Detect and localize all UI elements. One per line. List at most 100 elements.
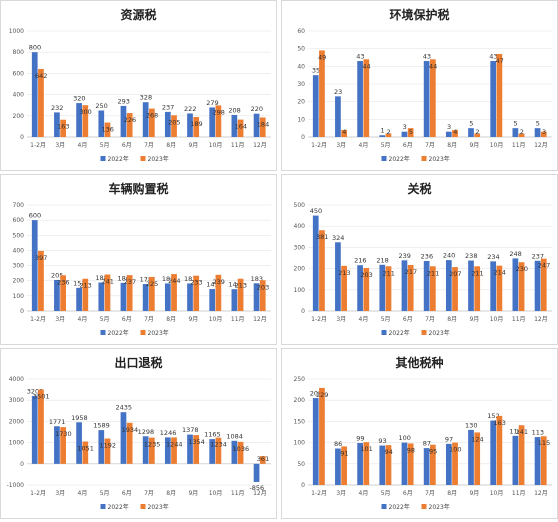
x-category-label: 4月 [78, 142, 88, 149]
y-tick-label: 600 [13, 70, 25, 77]
bar-2023 [496, 415, 503, 485]
x-category-label: 5月 [381, 142, 391, 149]
y-tick-label: 50 [297, 46, 305, 53]
bar-2022 [120, 412, 127, 464]
x-category-label: 5月 [100, 490, 110, 497]
y-tick-label: 300 [13, 263, 25, 270]
x-category-label: 6月 [403, 142, 413, 149]
bar-2023 [363, 442, 370, 485]
data-label: 144 [228, 281, 240, 289]
x-category-label: 3月 [336, 142, 346, 149]
bar-2023 [452, 129, 458, 137]
data-label: 214 [493, 269, 505, 277]
y-tick-label: 20 [297, 99, 305, 106]
data-label: 2435 [115, 404, 132, 412]
bar-2022 [490, 61, 497, 137]
y-tick-label: 30 [297, 81, 305, 88]
data-label: 216 [354, 257, 366, 265]
data-label: 203 [257, 283, 269, 291]
data-label: 244 [168, 277, 180, 285]
x-category-label: 6月 [122, 142, 132, 149]
x-category-label: 1-2月 [311, 142, 327, 149]
data-label: 237 [124, 278, 136, 286]
data-label: 152 [487, 412, 499, 420]
data-label: 5 [409, 128, 413, 136]
x-category-label: 11月 [231, 316, 245, 323]
x-category-label: 8月 [447, 142, 457, 149]
bar-2023 [341, 446, 347, 485]
data-label: 213 [235, 282, 247, 290]
data-label: 43 [489, 53, 497, 61]
x-category-label: 7月 [425, 316, 435, 323]
data-label: 101 [360, 445, 372, 453]
bar-2023 [126, 275, 133, 311]
x-category-label: 8月 [166, 490, 176, 497]
bar-2023 [540, 131, 547, 137]
x-category-label: 8月 [166, 142, 176, 149]
x-category-label: 10月 [209, 142, 223, 149]
legend-swatch [421, 504, 427, 509]
data-label: 225 [146, 280, 158, 288]
data-label: 642 [35, 72, 47, 80]
legend-label: 2023年 [148, 329, 169, 337]
x-category-label: 6月 [403, 316, 413, 323]
bar-2022 [445, 131, 452, 137]
bar-2023 [171, 274, 177, 311]
data-label: 236 [421, 252, 433, 260]
data-label: 1378 [182, 426, 199, 434]
data-label: 189 [190, 120, 202, 128]
data-label: 1771 [49, 418, 66, 426]
data-label: -856 [249, 484, 264, 492]
data-label: 3200 [27, 387, 44, 395]
legend-swatch [381, 330, 387, 335]
data-label: 186 [118, 274, 130, 282]
chart-panel-other-taxes: 其他税种 0 50 100 150 200 250 205 229 1-2月 86 91 3月 99 101… [281, 348, 558, 519]
x-category-label: 10月 [209, 490, 223, 497]
data-label: 397 [35, 254, 47, 262]
chart-svg: 资源税 0 200 400 600 800 1000 800 642 1-2月 232 163 3月 32… [9, 7, 271, 163]
bar-2023 [518, 262, 525, 311]
data-label: 217 [405, 268, 417, 276]
legend-label: 2023年 [429, 503, 450, 511]
data-label: 99 [356, 435, 364, 443]
data-label: 113 [532, 429, 544, 437]
bar-2022 [76, 287, 82, 311]
data-label: 1192 [99, 442, 116, 450]
y-tick-label: 0 [301, 482, 305, 489]
data-label: 3 [542, 128, 546, 136]
data-label: 205 [168, 118, 180, 126]
x-category-label: 9月 [469, 316, 479, 323]
chart-panel-export-rebate: 出口退税 -1000 0 1000 2000 3000 4000 3200 3501 1-2月 17… [0, 348, 277, 519]
bar-2023 [259, 456, 266, 464]
bar-2023 [452, 442, 458, 485]
bar-2022 [468, 429, 474, 485]
x-category-label: 10月 [490, 490, 504, 497]
data-label: 1958 [71, 414, 88, 422]
data-label: 136 [102, 126, 114, 134]
bar-2023 [474, 266, 481, 311]
bar-2023 [341, 129, 347, 137]
x-category-label: 7月 [425, 490, 435, 497]
x-category-label: 3月 [336, 316, 346, 323]
legend-swatch [140, 504, 146, 509]
bar-2022 [98, 110, 105, 137]
data-label: 115 [538, 439, 550, 447]
y-tick-label: 3000 [9, 397, 24, 404]
bar-2022 [357, 265, 363, 311]
bar-2023 [430, 266, 436, 311]
data-label: 229 [316, 391, 328, 399]
data-label: 183 [251, 275, 263, 283]
data-label: 211 [427, 269, 439, 277]
data-label: 5 [514, 120, 518, 128]
bar-2022 [468, 260, 474, 311]
data-label: 182 [162, 275, 174, 283]
bar-2022 [379, 445, 386, 485]
data-label: 44 [362, 62, 370, 70]
chart-title: 资源税 [120, 7, 156, 22]
x-category-label: 5月 [100, 316, 110, 323]
data-label: 1 [380, 127, 384, 135]
x-category-label: 11月 [231, 142, 245, 149]
x-category-label: 11月 [512, 142, 526, 149]
data-label: 49 [318, 53, 326, 61]
x-category-label: 12月 [253, 142, 267, 149]
